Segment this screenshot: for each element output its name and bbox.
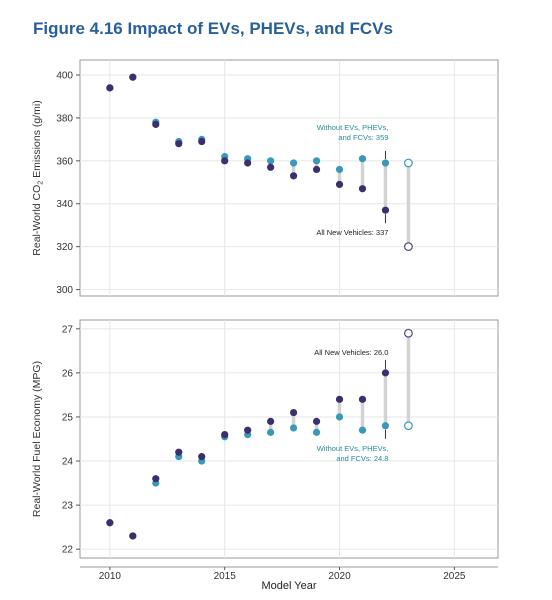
x-tick-label: 2020 (328, 571, 351, 582)
mpg-point-without (358, 426, 367, 434)
co2-point-all_new (244, 159, 252, 167)
x-tick-label: 2015 (214, 571, 237, 582)
co2-ytick-label: 320 (56, 242, 73, 253)
co2-annotation-without: and FCVs: 359 (338, 133, 388, 142)
x-tick-label: 2010 (99, 571, 122, 582)
co2-point-all_new (289, 172, 298, 180)
mpg-point-all_new (312, 417, 321, 425)
mpg-point-all_new (106, 519, 114, 527)
mpg-projection-bottom-marker (404, 421, 413, 431)
mpg-point-without (381, 422, 390, 430)
figure-title: Figure 4.16 Impact of EVs, PHEVs, and FC… (33, 19, 393, 38)
mpg-y-axis-label: Real-World Fuel Economy (MPG) (31, 361, 43, 517)
mpg-annotation-all-new: All New Vehicles: 26.0 (314, 348, 388, 357)
co2-point-without (381, 159, 390, 167)
mpg-point-all_new (198, 453, 206, 461)
co2-ytick-label: 300 (56, 285, 73, 296)
co2-point-all_new (152, 120, 160, 128)
mpg-ytick-label: 24 (62, 457, 74, 468)
co2-point-without (289, 159, 298, 167)
mpg-annotation-without: Without EVs, PHEVs, (317, 444, 389, 453)
mpg-point-all_new (289, 408, 298, 417)
co2-y-axis-label: Real-World CO2 Emissions (g/mi) (31, 100, 45, 255)
mpg-point-all_new (129, 532, 137, 540)
co2-point-without (335, 165, 344, 174)
co2-projection-bottom-marker (404, 242, 413, 252)
co2-annotation-without: Without EVs, PHEVs, (317, 123, 389, 132)
mpg-point-all_new (175, 448, 183, 456)
co2-plot-frame (79, 59, 499, 297)
co2-ytick-label: 400 (56, 71, 73, 82)
co2-point-without (267, 157, 275, 165)
mpg-point-all_new (358, 395, 367, 403)
mpg-ytick-label: 25 (62, 412, 74, 423)
mpg-point-all_new (152, 475, 160, 483)
mpg-projection-top-marker (404, 328, 413, 338)
co2-projection-top-marker (404, 158, 413, 168)
mpg-ytick-label: 27 (62, 324, 74, 335)
co2-point-without (358, 155, 367, 163)
mpg-ytick-label: 23 (62, 501, 74, 512)
mpg-point-without (335, 413, 344, 421)
mpg-plot-frame (79, 319, 499, 559)
mpg-ytick-label: 22 (62, 545, 74, 556)
co2-point-all_new (129, 73, 137, 81)
co2-point-all_new (312, 165, 321, 174)
mpg-point-all_new (267, 417, 275, 425)
mpg-ytick-label: 26 (62, 368, 74, 379)
co2-point-without (312, 157, 321, 165)
co2-point-all_new (175, 140, 183, 148)
co2-point-all_new (198, 137, 206, 146)
co2-point-all_new (267, 163, 275, 171)
co2-point-all_new (381, 206, 390, 214)
mpg-point-without (289, 424, 298, 432)
mpg-annotation-without: and FCVs: 24.8 (336, 454, 388, 463)
x-tick-label: 2025 (443, 571, 466, 582)
x-axis-label: Model Year (261, 580, 316, 592)
mpg-point-all_new (244, 426, 252, 434)
co2-annotation-all-new: All New Vehicles: 337 (316, 228, 388, 237)
mpg-point-without (312, 428, 321, 436)
mpg-point-all_new (335, 395, 344, 403)
mpg-point-all_new (381, 369, 390, 377)
co2-point-all_new (106, 84, 114, 92)
co2-point-all_new (335, 180, 344, 189)
co2-ytick-label: 360 (56, 156, 73, 167)
co2-ytick-label: 340 (56, 199, 73, 210)
co2-ytick-label: 380 (56, 113, 73, 124)
co2-point-all_new (221, 157, 229, 165)
mpg-point-all_new (221, 430, 229, 439)
mpg-point-without (267, 428, 275, 436)
co2-point-all_new (358, 185, 367, 193)
